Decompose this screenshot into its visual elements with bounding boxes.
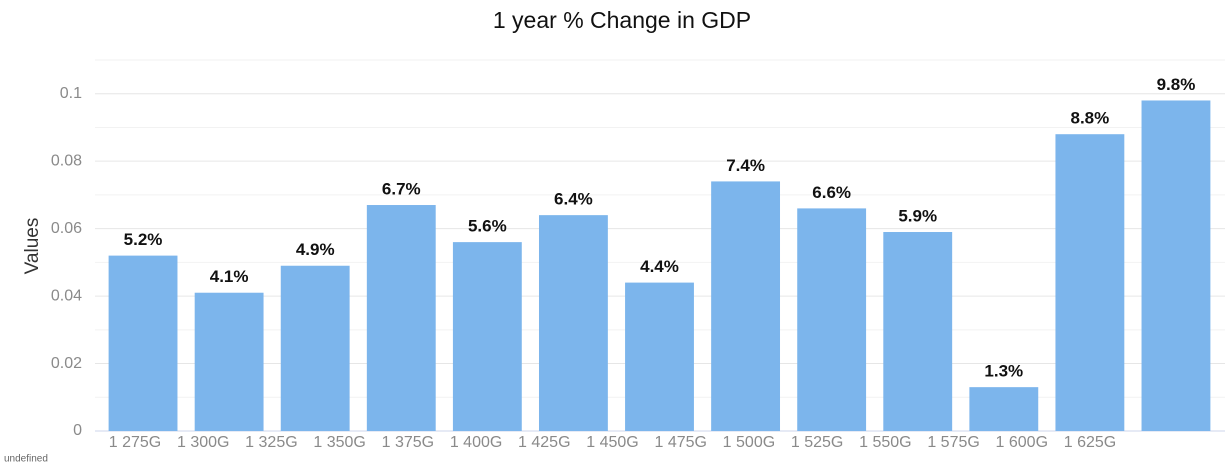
bar <box>538 215 608 431</box>
bar <box>108 255 178 431</box>
x-tick-label: 1 400G <box>450 434 502 451</box>
data-label: 1.3% <box>984 362 1023 381</box>
footnote: undefined <box>4 454 48 465</box>
x-tick-label: 1 550G <box>859 434 911 451</box>
data-label: 6.6% <box>812 183 851 202</box>
bar <box>452 242 522 431</box>
bar <box>797 208 867 431</box>
y-tick-label: 0.04 <box>51 287 82 304</box>
y-tick-label: 0.02 <box>51 355 82 372</box>
x-tick-label: 1 325G <box>245 434 297 451</box>
x-tick-label: 1 350G <box>313 434 365 451</box>
data-label: 8.8% <box>1071 109 1110 128</box>
y-tick-label: 0.06 <box>51 220 82 237</box>
bar <box>969 387 1039 431</box>
bar <box>366 205 436 431</box>
data-label: 6.7% <box>382 180 421 199</box>
x-tick-label: 1 300G <box>177 434 229 451</box>
data-label: 6.4% <box>554 190 593 209</box>
bar <box>1055 134 1125 431</box>
y-tick-label: 0.1 <box>60 85 82 102</box>
bar <box>711 181 781 431</box>
x-tick-label: 1 375G <box>382 434 434 451</box>
bar <box>194 292 264 431</box>
x-tick-label: 1 525G <box>791 434 843 451</box>
bar <box>1141 100 1211 432</box>
data-label: 7.4% <box>726 156 765 175</box>
bar <box>625 282 694 431</box>
chart-title: 1 year % Change in GDP <box>493 7 751 33</box>
data-label: 5.6% <box>468 217 507 236</box>
bar <box>883 232 953 431</box>
x-tick-label: 1 425G <box>518 434 570 451</box>
bar <box>280 265 350 431</box>
data-label: 9.8% <box>1157 75 1196 94</box>
data-label: 4.1% <box>210 267 249 286</box>
x-tick-label: 1 600G <box>996 434 1048 451</box>
data-label: 4.4% <box>640 257 679 276</box>
x-tick-label: 1 575G <box>927 434 979 451</box>
y-axis-label: Values <box>22 218 43 275</box>
x-tick-label: 1 625G <box>1064 434 1116 451</box>
y-tick-label: 0 <box>73 422 82 439</box>
y-tick-label: 0.08 <box>51 152 82 169</box>
x-tick-label: 1 500G <box>723 434 775 451</box>
data-label: 5.9% <box>898 206 937 225</box>
data-label: 4.9% <box>296 240 335 259</box>
data-label: 5.2% <box>124 230 163 249</box>
x-tick-label: 1 275G <box>109 434 161 451</box>
x-tick-label: 1 450G <box>586 434 638 451</box>
x-tick-label: 1 475G <box>654 434 706 451</box>
